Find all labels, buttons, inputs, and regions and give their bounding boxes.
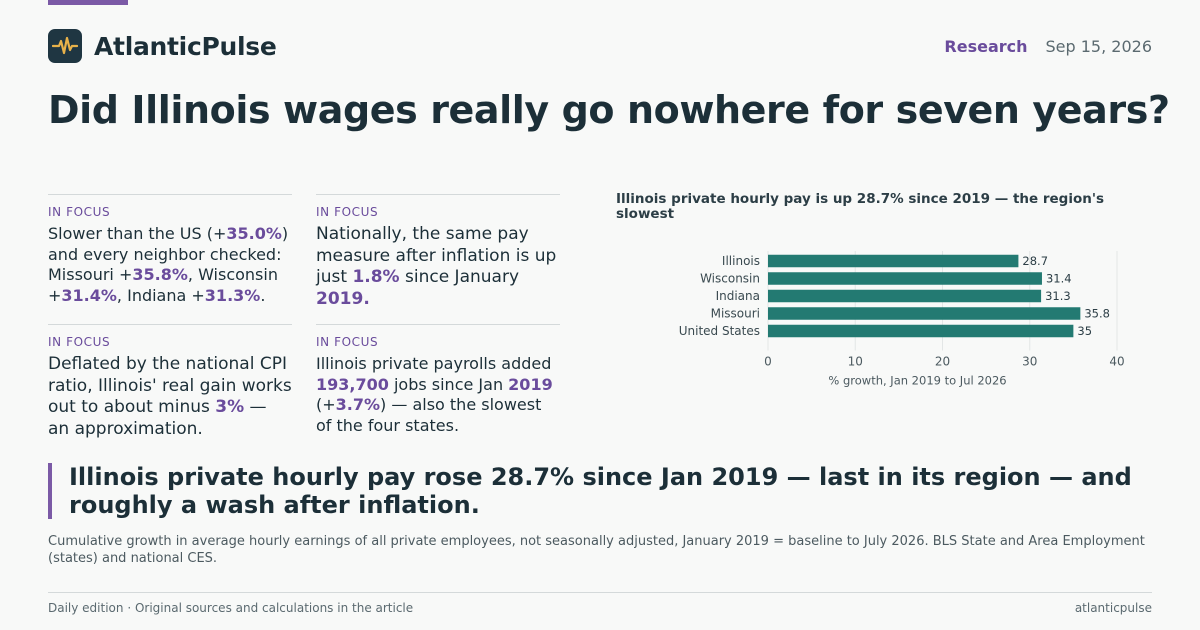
article-meta: Research Sep 15, 2026 bbox=[944, 37, 1152, 56]
focus-text: jobs since Jan bbox=[388, 374, 509, 394]
section-link[interactable]: Research bbox=[944, 36, 1028, 56]
focus-text: , Wisconsin + bbox=[48, 265, 278, 305]
brand[interactable]: AtlanticPulse bbox=[48, 29, 277, 63]
category-label: United States bbox=[679, 324, 760, 338]
category-label: Wisconsin bbox=[700, 272, 760, 286]
focus-text: , Indiana + bbox=[116, 285, 205, 305]
bar bbox=[768, 254, 1019, 268]
focus-text: — an approximation. bbox=[48, 397, 267, 439]
tick-label: 10 bbox=[848, 355, 863, 369]
focus-card: IN FOCUS Nationally, the same pay measur… bbox=[316, 194, 560, 324]
pulse-icon bbox=[48, 29, 82, 63]
bar bbox=[768, 324, 1074, 338]
focus-text: since January bbox=[399, 267, 520, 287]
bar bbox=[768, 272, 1042, 285]
footer-edition: Daily edition · Original sources and cal… bbox=[48, 601, 414, 615]
focus-text: Nationally, the same pay measure after i… bbox=[316, 224, 557, 287]
highlight-figure: 31.4% bbox=[61, 285, 117, 305]
data-label: 35.8 bbox=[1084, 307, 1110, 321]
bar bbox=[768, 307, 1081, 320]
focus-text: Deflated by the national CPI ratio, Illi… bbox=[48, 354, 292, 417]
tick-label: 40 bbox=[1109, 355, 1124, 369]
focus-text: ) and every neighbor checked: Missouri + bbox=[48, 224, 289, 284]
data-label: 31.3 bbox=[1045, 289, 1071, 303]
focus-body: Illinois private payrolls added 193,700 … bbox=[316, 354, 560, 436]
focus-text: Illinois private payrolls added bbox=[316, 354, 552, 373]
focus-body: Nationally, the same pay measure after i… bbox=[316, 224, 560, 310]
highlight-figure: 31.3% bbox=[204, 285, 261, 305]
footer-site-link[interactable]: atlanticpulse bbox=[1074, 601, 1152, 615]
focus-grid: IN FOCUS Slower than the US (+35.0%) and… bbox=[48, 194, 560, 440]
focus-card: IN FOCUS Illinois private payrolls added… bbox=[316, 324, 560, 440]
footer: Daily edition · Original sources and cal… bbox=[48, 592, 1152, 615]
highlight-figure: 35.0% bbox=[226, 224, 282, 243]
focus-kicker: IN FOCUS bbox=[316, 335, 379, 349]
pullquote-text: Illinois private hourly pay rose 28.7% s… bbox=[69, 463, 1132, 519]
highlight-figure: 2019. bbox=[316, 288, 370, 309]
focus-kicker: IN FOCUS bbox=[48, 335, 111, 349]
brand-name: AtlanticPulse bbox=[94, 31, 277, 61]
highlight-figure: 193,700 bbox=[316, 374, 389, 394]
focus-body: Slower than the US (+35.0%) and every ne… bbox=[48, 224, 292, 306]
focus-card: IN FOCUS Deflated by the national CPI ra… bbox=[48, 324, 292, 440]
publish-date: Sep 15, 2026 bbox=[1045, 36, 1153, 56]
chart-title: Illinois private hourly pay is up 28.7% … bbox=[616, 191, 1105, 222]
tick-label: 30 bbox=[1022, 355, 1037, 369]
highlight-figure: 3% bbox=[215, 397, 245, 417]
page-title: Did Illinois wages really go nowhere for… bbox=[48, 88, 1170, 132]
pullquote: Illinois private hourly pay rose 28.7% s… bbox=[48, 463, 1152, 519]
focus-card: IN FOCUS Slower than the US (+35.0%) and… bbox=[48, 194, 292, 324]
category-label: Illinois bbox=[722, 254, 760, 268]
focus-kicker: IN FOCUS bbox=[316, 205, 379, 219]
focus-body: Deflated by the national CPI ratio, Illi… bbox=[48, 354, 292, 440]
chart-caption: Cumulative growth in average hourly earn… bbox=[48, 534, 1145, 566]
bar bbox=[768, 289, 1042, 303]
category-label: Missouri bbox=[711, 307, 760, 321]
site-header: AtlanticPulse Research Sep 15, 2026 bbox=[48, 28, 1152, 64]
focus-text: Slower than the US (+ bbox=[48, 224, 227, 243]
data-label: 28.7 bbox=[1022, 254, 1048, 268]
highlight-figure: 3.7% bbox=[335, 395, 381, 414]
chart-svg: Illinois 28.7 Wisconsin 31.4 Indiana 31.3 Miss… bbox=[679, 251, 1125, 388]
category-label: Indiana bbox=[716, 289, 760, 303]
bar-chart: Illinois private hourly pay is up 28.7% … bbox=[616, 192, 1152, 402]
focus-text: ) — also the slowest of the four states. bbox=[316, 395, 542, 435]
accent-bar bbox=[48, 0, 128, 5]
tick-label: 0 bbox=[764, 355, 772, 369]
highlight-figure: 2019 bbox=[508, 374, 553, 394]
highlight-figure: 1.8% bbox=[352, 267, 400, 287]
highlight-figure: 35.8% bbox=[132, 265, 188, 284]
data-label: 31.4 bbox=[1046, 272, 1072, 286]
focus-text: . bbox=[260, 285, 266, 305]
tick-label: 20 bbox=[935, 355, 950, 369]
x-axis-label: % growth, Jan 2019 to Jul 2026 bbox=[828, 374, 1006, 388]
data-label: 35 bbox=[1077, 324, 1092, 338]
focus-text: (+ bbox=[316, 395, 336, 414]
focus-kicker: IN FOCUS bbox=[48, 205, 111, 219]
